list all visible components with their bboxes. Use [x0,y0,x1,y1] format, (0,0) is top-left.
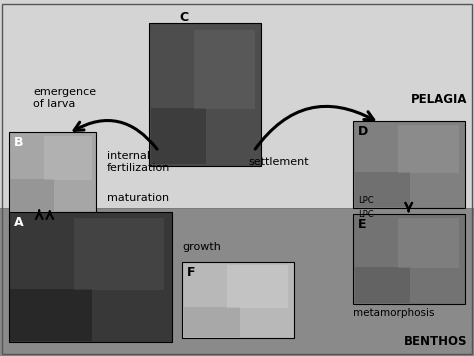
Bar [9,132,96,212]
Bar [398,218,459,268]
Bar [44,136,92,180]
Bar [194,30,255,109]
Text: emergence
of larva: emergence of larva [33,87,96,109]
Text: LPC: LPC [358,210,374,219]
Text: growth: growth [182,242,221,252]
Bar [0,208,474,356]
Bar [9,212,172,342]
Text: maturation: maturation [107,193,169,203]
Bar [0,0,474,208]
Bar [182,262,294,338]
Text: PELAGIA: PELAGIA [410,93,467,106]
Bar [184,307,240,337]
Bar [227,266,288,308]
Text: C: C [179,11,188,24]
Text: F: F [187,266,196,279]
Text: LPC: LPC [358,196,374,205]
Bar [151,108,206,164]
Text: D: D [358,125,368,138]
Text: E: E [358,218,366,231]
Text: metamorphosis: metamorphosis [353,308,435,318]
Bar [149,23,261,166]
Text: A: A [14,216,24,229]
Bar [353,121,465,208]
Text: settlement: settlement [249,157,310,167]
Text: internal
fertilization: internal fertilization [107,151,170,173]
Bar [10,179,54,211]
Bar [74,218,164,290]
Bar [353,214,465,304]
Text: BENTHOS: BENTHOS [403,335,467,348]
Text: B: B [14,136,24,149]
Bar [355,172,410,207]
Bar [355,267,410,303]
Bar [398,125,459,173]
Bar [10,289,92,341]
